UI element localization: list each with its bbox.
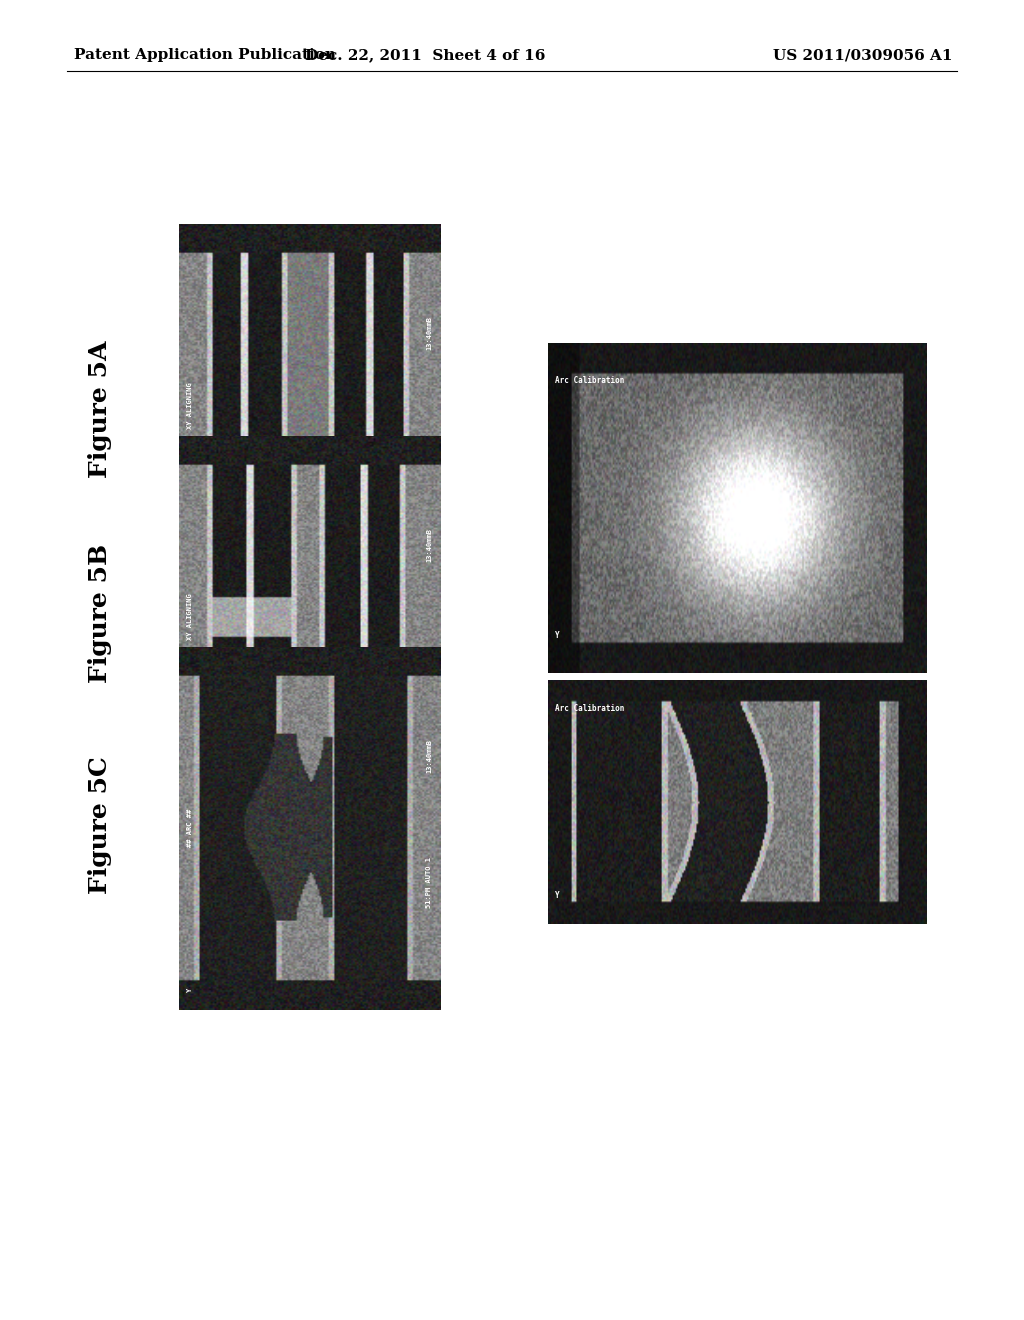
Text: Arc Calibration: Arc Calibration — [555, 705, 625, 713]
Text: Figure 5C: Figure 5C — [88, 756, 113, 894]
Text: Figure 5E: Figure 5E — [766, 734, 791, 871]
Text: Y: Y — [187, 776, 194, 780]
Text: 51:PM AUTO 1: 51:PM AUTO 1 — [426, 434, 432, 486]
Text: Y: Y — [555, 631, 560, 640]
Text: XY ALIGNING: XY ALIGNING — [187, 594, 194, 640]
Text: XY ALIGNING: XY ALIGNING — [187, 383, 194, 429]
Text: 51:PM AUTO 1: 51:PM AUTO 1 — [426, 857, 432, 908]
Text: Dec. 22, 2011  Sheet 4 of 16: Dec. 22, 2011 Sheet 4 of 16 — [305, 49, 545, 62]
Text: Y: Y — [555, 891, 560, 900]
Text: Figure 5A: Figure 5A — [88, 341, 113, 478]
Text: Patent Application Publication: Patent Application Publication — [74, 49, 336, 62]
Text: Arc Calibration: Arc Calibration — [555, 376, 625, 385]
Text: 13:40mmB: 13:40mmB — [426, 739, 432, 772]
Text: Y: Y — [187, 565, 194, 569]
Text: US 2011/0309056 A1: US 2011/0309056 A1 — [773, 49, 952, 62]
Text: ## ARC ##: ## ARC ## — [187, 809, 194, 847]
Text: 51:PM AUTO 1: 51:PM AUTO 1 — [426, 645, 432, 697]
Text: Figure 5D: Figure 5D — [766, 451, 791, 591]
Text: 13:40mmB: 13:40mmB — [426, 528, 432, 561]
Text: Figure 5B: Figure 5B — [88, 544, 113, 684]
Text: 13:40mmB: 13:40mmB — [426, 317, 432, 350]
Text: Y: Y — [187, 987, 194, 991]
